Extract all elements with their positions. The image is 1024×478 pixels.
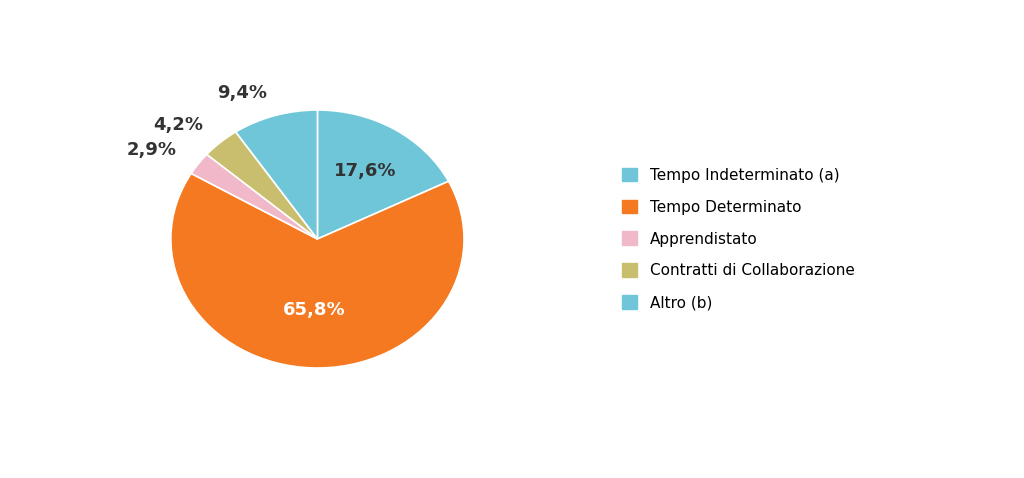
Text: 9,4%: 9,4% bbox=[217, 85, 267, 102]
Text: 65,8%: 65,8% bbox=[284, 301, 346, 319]
Wedge shape bbox=[317, 110, 449, 239]
Text: 4,2%: 4,2% bbox=[153, 116, 203, 134]
Wedge shape bbox=[171, 174, 464, 368]
Legend: Tempo Indeterminato (a), Tempo Determinato, Apprendistato, Contratti di Collabor: Tempo Indeterminato (a), Tempo Determina… bbox=[622, 168, 854, 310]
Text: 17,6%: 17,6% bbox=[334, 162, 396, 180]
Wedge shape bbox=[191, 154, 317, 239]
Text: 2,9%: 2,9% bbox=[127, 141, 177, 159]
Wedge shape bbox=[207, 132, 317, 239]
Wedge shape bbox=[236, 110, 317, 239]
